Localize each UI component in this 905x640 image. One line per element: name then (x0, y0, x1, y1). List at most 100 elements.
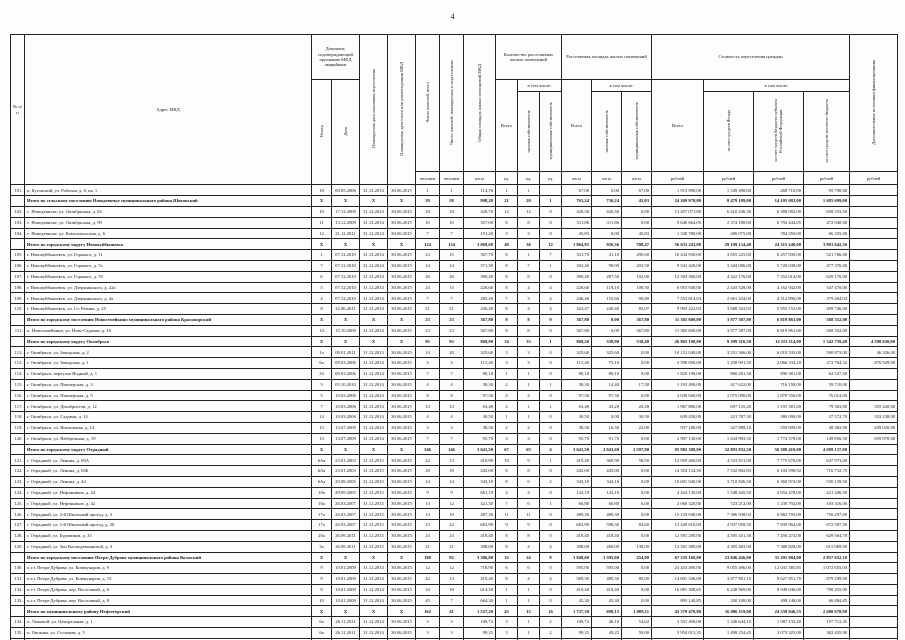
data-cell: 4 (517, 389, 541, 402)
data-cell: Х (330, 605, 361, 618)
data-cell: 43 (495, 605, 519, 618)
data-cell: 0,00 (621, 562, 653, 575)
data-cell: 18 (311, 184, 332, 197)
table-row: 120. г. Октябрьск, ул. Набережная, д. 19 1… (10, 432, 899, 445)
data-cell: 99,25 (561, 627, 593, 639)
data-cell: 9 (495, 519, 519, 531)
data-cell: 3 386,80 (463, 551, 497, 564)
data-cell: 718,90 (463, 562, 497, 575)
data-cell: 1 (311, 249, 332, 261)
data-cell: 0,00 (591, 411, 623, 423)
data-cell (849, 195, 899, 207)
data-cell: 380 090,00 (753, 411, 805, 423)
data-cell: 6 257 939,00 (753, 249, 805, 261)
data-cell: 118,10 (591, 281, 623, 294)
data-cell (849, 270, 899, 283)
data-cell: 4 (517, 486, 541, 499)
data-cell: 28 (415, 465, 441, 477)
data-cell: 0,00 (621, 594, 653, 607)
data-cell: 11 (311, 216, 332, 229)
data-cell: 390,40 (561, 270, 593, 283)
row-number-cell: 101. (10, 184, 25, 197)
data-cell: 1 (517, 583, 541, 596)
data-cell: 6 (517, 562, 541, 575)
data-cell: 30.06.2015 (387, 421, 417, 434)
data-cell: 2 (495, 400, 519, 413)
data-cell: 3 (415, 616, 441, 629)
data-cell: 4 (539, 443, 563, 456)
data-cell: 3 (517, 292, 541, 305)
address-cell: г. Новокуйбышевск, ул. Дзержинского, д. … (24, 292, 312, 305)
data-cell: 11 365 600,00 (651, 313, 705, 326)
data-cell: 07.12.2010 (330, 270, 361, 283)
data-cell: 3 (415, 357, 441, 369)
data-cell: 0,00 (621, 389, 653, 402)
data-cell: 2 680 678,90 (803, 605, 851, 618)
data-cell: 26 865 190,00 (651, 335, 705, 348)
data-cell: 8 (495, 313, 519, 326)
data-cell: 4 598 650,00 (849, 335, 899, 348)
header-units-municipal: муниципальная собственность (539, 90, 563, 173)
unit-cell: кв.м (561, 171, 593, 186)
data-cell: 1 330 780,00 (651, 227, 705, 240)
row-number-cell (10, 551, 25, 564)
data-cell: 45,30 (561, 594, 593, 607)
table-row: 112. г. Октябрьск, ул. Заводская, д. 2 1а 0… (10, 346, 899, 359)
data-cell: 272 764,32 (803, 357, 851, 369)
data-cell: 80,10 (591, 367, 623, 380)
data-cell: 4 533 811,00 (703, 454, 755, 467)
data-cell: 3 954 015,35 (651, 627, 705, 639)
data-cell: 59 710,00 (803, 378, 851, 391)
data-cell: 0 (539, 508, 563, 521)
data-cell (849, 605, 899, 618)
data-cell: 43,20 (591, 400, 623, 413)
data-cell: 7 (439, 367, 465, 380)
data-cell: 2 857 652,10 (803, 551, 851, 564)
row-number-cell: 106. (10, 259, 25, 272)
data-cell: 14 (311, 411, 332, 423)
data-cell: 23.01.2003 (330, 454, 361, 467)
data-cell: 12 (495, 206, 519, 218)
data-cell: 30.06.2015 (387, 573, 417, 585)
data-cell: 480 075,00 (703, 227, 755, 240)
data-cell: 3 655 225,00 (703, 249, 755, 261)
data-cell: 3 598 090,00 (651, 357, 705, 369)
data-cell: 0 (539, 529, 563, 542)
data-cell: 1 849,60 (561, 551, 593, 564)
table-row: 124. г. Отрадный, ул. Нефтяников, д. 24 10… (10, 486, 899, 499)
data-cell: 3 (495, 357, 519, 369)
unit-cell: рублей (849, 171, 899, 186)
data-cell: 419,40 (463, 573, 497, 585)
data-cell: 639 450,00 (651, 411, 705, 423)
data-cell: 8 (539, 551, 563, 564)
address-cell: г. Отрадный, ул. 2-й Школьный проезд, д.… (24, 508, 312, 521)
data-cell: 16а (311, 497, 332, 510)
data-cell: 521 766,00 (803, 249, 851, 261)
header-cost-total: Всего (651, 78, 705, 173)
data-cell: 367,80 (621, 324, 653, 337)
data-cell: 716 732,75 (803, 465, 851, 477)
data-cell: 42 (415, 573, 441, 585)
data-cell (849, 562, 899, 575)
data-cell: 63 (517, 443, 541, 456)
data-cell (849, 583, 899, 596)
data-cell: 4 (539, 292, 563, 305)
data-cell: 0,00 (591, 324, 623, 337)
data-cell: 1 (517, 616, 541, 629)
data-cell (849, 281, 899, 294)
data-cell: 63,48 (561, 400, 593, 413)
data-cell: Х (330, 335, 361, 348)
data-cell: 0,00 (621, 216, 653, 229)
data-cell: 3 (439, 357, 465, 369)
data-cell: 3 710 826,50 (703, 475, 755, 488)
data-cell: 260,00 (591, 540, 623, 553)
address-cell: г. Новокуйбышевск, ул. Горького, д. 7а (24, 259, 312, 272)
header-units-incl: в том числе: (517, 79, 563, 92)
data-cell: 15 (439, 249, 465, 261)
data-cell: 38,30 (561, 421, 593, 434)
data-cell: 7 (517, 259, 541, 272)
data-cell: 2 374 180,00 (703, 216, 755, 229)
row-number-cell: 126. (10, 508, 25, 521)
data-cell: 115,40 (463, 357, 497, 369)
data-cell: 10.01.2009 (330, 562, 361, 575)
